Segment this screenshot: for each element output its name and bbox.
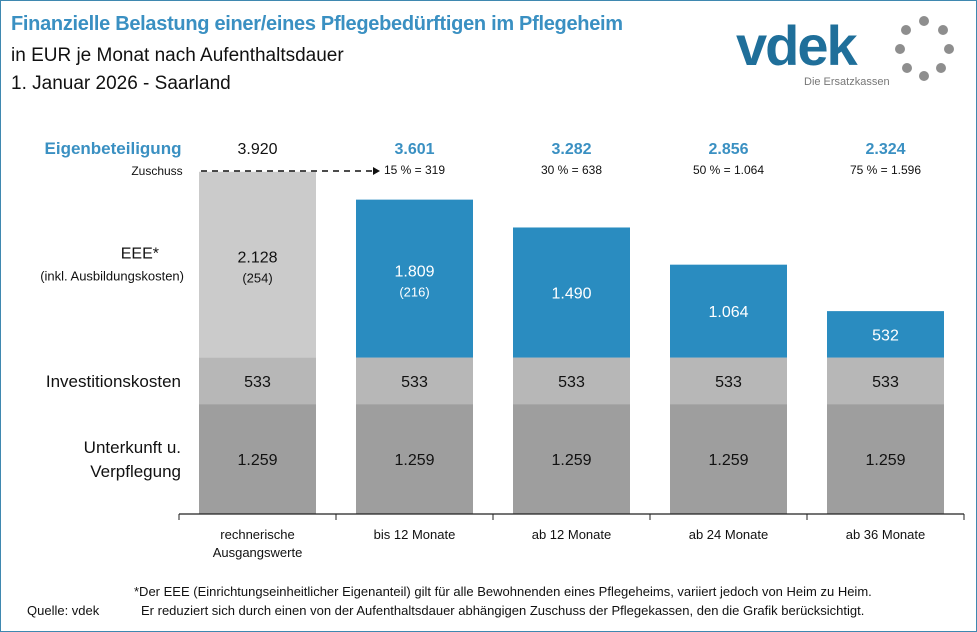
data-label: 533 bbox=[715, 374, 742, 391]
eigenbeteiligung-value: 2.856 bbox=[708, 141, 748, 158]
bar-eee bbox=[670, 264, 787, 358]
data-label: 1.064 bbox=[708, 304, 748, 321]
bar-unterkunftuverpflegung bbox=[827, 404, 944, 514]
bar-eee bbox=[513, 227, 630, 358]
series-label: Investitionskosten bbox=[46, 372, 181, 391]
series-label: EEE* bbox=[121, 246, 159, 263]
logo-text: vdek bbox=[736, 14, 858, 77]
logo-tagline: Die Ersatzkassen bbox=[804, 76, 890, 88]
zuschuss-value: 30 % = 638 bbox=[541, 163, 602, 177]
data-sublabel: (216) bbox=[399, 285, 429, 300]
arrow-head-icon bbox=[373, 167, 380, 175]
data-label: 2.128 bbox=[237, 250, 277, 267]
data-label: 533 bbox=[872, 374, 899, 391]
data-label: 1.259 bbox=[394, 452, 434, 469]
chart-date-region: 1. Januar 2026 - Saarland bbox=[11, 73, 231, 94]
chart-title: Finanzielle Belastung einer/eines Pflege… bbox=[11, 13, 623, 35]
category-label: ab 12 Monate bbox=[532, 527, 612, 542]
bar-investitionskosten bbox=[827, 357, 944, 405]
data-label: 533 bbox=[244, 374, 271, 391]
footnote-line-1: *Der EEE (Einrichtungseinheitlicher Eige… bbox=[134, 584, 872, 599]
bar-investitionskosten bbox=[199, 357, 316, 405]
category-label: ab 24 Monate bbox=[689, 527, 769, 542]
data-label: 1.259 bbox=[865, 452, 905, 469]
data-label: 1.809 bbox=[394, 264, 434, 281]
bar-investitionskosten bbox=[670, 357, 787, 405]
logo-ring-icon bbox=[895, 16, 954, 81]
category-label: bis 12 Monate bbox=[374, 527, 456, 542]
eigenbeteiligung-value: 3.601 bbox=[394, 141, 434, 158]
data-label: 1.490 bbox=[551, 286, 591, 303]
bar-eee bbox=[356, 199, 473, 358]
eigenbeteiligung-value: 2.324 bbox=[865, 141, 905, 158]
eigenbeteiligung-value: 3.282 bbox=[551, 141, 591, 158]
bar-investitionskosten bbox=[513, 357, 630, 405]
category-label: ab 36 Monate bbox=[846, 527, 926, 542]
bar-unterkunftuverpflegung bbox=[356, 404, 473, 514]
zuschuss-label: Zuschuss bbox=[131, 164, 182, 178]
zuschuss-value: 75 % = 1.596 bbox=[850, 163, 921, 177]
data-label: 532 bbox=[872, 327, 899, 344]
chart-subtitle: in EUR je Monat nach Aufenthaltsdauer bbox=[11, 45, 344, 66]
series-sublabel: (inkl. Ausbildungskosten) bbox=[40, 269, 184, 284]
data-label: 533 bbox=[401, 374, 428, 391]
data-sublabel: (254) bbox=[242, 271, 272, 286]
data-label: 1.259 bbox=[551, 452, 591, 469]
data-label: 1.259 bbox=[237, 452, 277, 469]
footnote-line-2: Er reduziert sich durch einen von der Au… bbox=[141, 603, 865, 618]
data-label: 533 bbox=[558, 374, 585, 391]
bar-eee bbox=[827, 311, 944, 358]
zuschuss-value: 50 % = 1.064 bbox=[693, 163, 764, 177]
series-label: Unterkunft u. bbox=[84, 438, 181, 457]
bar-unterkunftuverpflegung bbox=[199, 404, 316, 514]
zuschuss-value: 15 % = 319 bbox=[384, 163, 445, 177]
bar-eee bbox=[199, 171, 316, 358]
vdek-logo: vdek Die Ersatzkassen bbox=[736, 14, 954, 88]
bar-unterkunftuverpflegung bbox=[670, 404, 787, 514]
bar-investitionskosten bbox=[356, 357, 473, 405]
data-label: 1.259 bbox=[708, 452, 748, 469]
eigenbeteiligung-label: Eigenbeteiligung bbox=[45, 139, 182, 158]
series-label: Verpflegung bbox=[90, 462, 181, 481]
category-label: rechnerische bbox=[220, 527, 294, 542]
eigenbeteiligung-value: 3.920 bbox=[237, 141, 277, 158]
bar-unterkunftuverpflegung bbox=[513, 404, 630, 514]
category-label: Ausgangswerte bbox=[213, 545, 303, 560]
source-note: Quelle: vdek bbox=[27, 603, 100, 618]
